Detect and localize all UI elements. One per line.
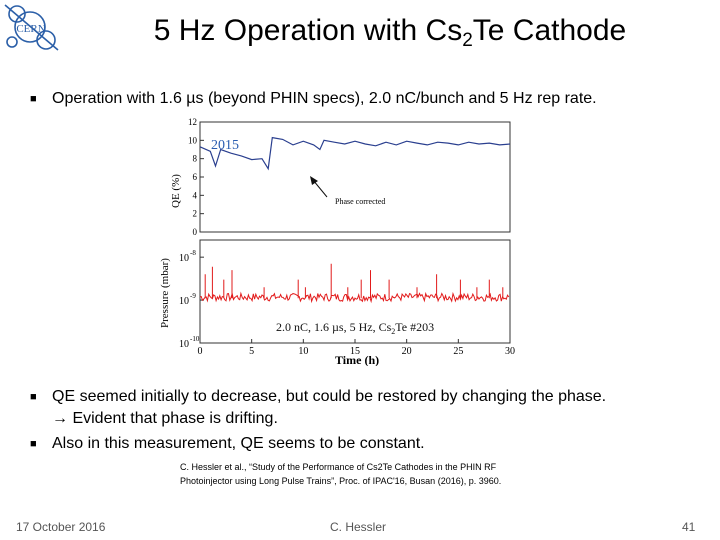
bullet-item: ■ Operation with 1.6 µs (beyond PHIN spe… bbox=[30, 88, 710, 110]
pressure-y-tick-label: 10 bbox=[179, 339, 189, 350]
time-x-tick-label: 0 bbox=[198, 346, 203, 357]
time-x-tick-label: 20 bbox=[402, 346, 412, 357]
pressure-series-line bbox=[199, 263, 510, 304]
bullet-marker: ■ bbox=[30, 391, 37, 403]
bullet-text: Operation with 1.6 µs (beyond PHIN specs… bbox=[52, 90, 597, 107]
title-subscript: 2 bbox=[462, 30, 473, 51]
pressure-y-tick-label: 10 bbox=[179, 296, 189, 307]
footer-page-number: 41 bbox=[682, 520, 696, 534]
phase-corrected-annotation: Phase corrected bbox=[335, 197, 385, 206]
pressure-y-tick-exponent: -9 bbox=[190, 292, 196, 300]
reference-citation: C. Hessler et al., “Study of the Perform… bbox=[180, 460, 560, 488]
page-title: 5 Hz Operation with Cs2Te Cathode bbox=[100, 14, 680, 52]
qe-y-tick-label: 6 bbox=[193, 172, 198, 182]
qe-y-tick-label: 2 bbox=[193, 209, 198, 219]
bullet-marker: ■ bbox=[30, 93, 37, 105]
title-main: 5 Hz Operation with Cs bbox=[153, 14, 463, 47]
bullet-item: ■ QE seemed initially to decrease, but c… bbox=[30, 386, 710, 430]
time-x-tick-label: 5 bbox=[249, 346, 254, 357]
bullet-text: QE seemed initially to decrease, but cou… bbox=[52, 388, 607, 405]
time-x-tick-label: 25 bbox=[453, 346, 463, 357]
pressure-y-tick-label: 10 bbox=[179, 253, 189, 264]
pressure-annotation-sub: 2 bbox=[391, 327, 395, 336]
time-x-tick-label: 10 bbox=[298, 346, 308, 357]
footer-date: 17 October 2016 bbox=[16, 520, 106, 534]
qe-y-tick-label: 4 bbox=[193, 190, 198, 200]
bullet-item: ■ Also in this measurement, QE seems to … bbox=[30, 433, 710, 455]
footer-author: C. Hessler bbox=[330, 520, 387, 534]
cern-logo: CERN bbox=[4, 4, 59, 51]
pressure-y-tick-exponent: -10 bbox=[190, 335, 200, 343]
qe-y-tick-label: 12 bbox=[188, 118, 197, 127]
pressure-chart: 10-810-910-10 0 5 10 15 20 25 30 Pressure (mba… bbox=[159, 239, 515, 366]
qe-y-axis-label: QE (%) bbox=[170, 174, 182, 208]
phase-corrected-arrow bbox=[312, 179, 328, 198]
pressure-y-axis-label: Pressure (mbar) bbox=[159, 258, 171, 328]
title-rest: Te Cathode bbox=[472, 14, 627, 47]
qe-series-line bbox=[199, 136, 511, 171]
pressure-annotation-rest: Te #203 bbox=[395, 320, 434, 334]
pressure-annotation: 2.0 nC, 1.6 µs, 5 Hz, Cs2Te #203 bbox=[276, 320, 434, 336]
x-axis-label: Time (h) bbox=[335, 353, 379, 366]
pressure-annotation-main: 2.0 nC, 1.6 µs, 5 Hz, Cs bbox=[276, 320, 392, 334]
qe-y-tick-label: 8 bbox=[193, 154, 198, 164]
bullet-text: Also in this measurement, QE seems to be… bbox=[52, 435, 425, 452]
year-label: 2015 bbox=[211, 138, 239, 153]
bullet-text-continuation: → Evident that phase is drifting. bbox=[52, 410, 278, 427]
qe-chart: 0 2 4 6 8 10 12 2015 QE (%) Phase corrected bbox=[170, 118, 511, 237]
pressure-y-tick-exponent: -8 bbox=[190, 249, 196, 257]
bullet-marker: ■ bbox=[30, 438, 37, 450]
qe-y-tick-label: 10 bbox=[188, 135, 198, 145]
time-x-tick-label: 30 bbox=[505, 346, 515, 357]
cern-logo-text: CERN bbox=[16, 23, 45, 35]
reference-line: Photoinjector using Long Pulse Trains”, … bbox=[180, 476, 502, 486]
phase-corrected-arrowhead bbox=[310, 176, 318, 185]
qe-y-tick-label: 0 bbox=[193, 227, 198, 237]
reference-line: C. Hessler et al., “Study of the Perform… bbox=[180, 462, 497, 472]
time-x-tick-label: 15 bbox=[350, 346, 360, 357]
